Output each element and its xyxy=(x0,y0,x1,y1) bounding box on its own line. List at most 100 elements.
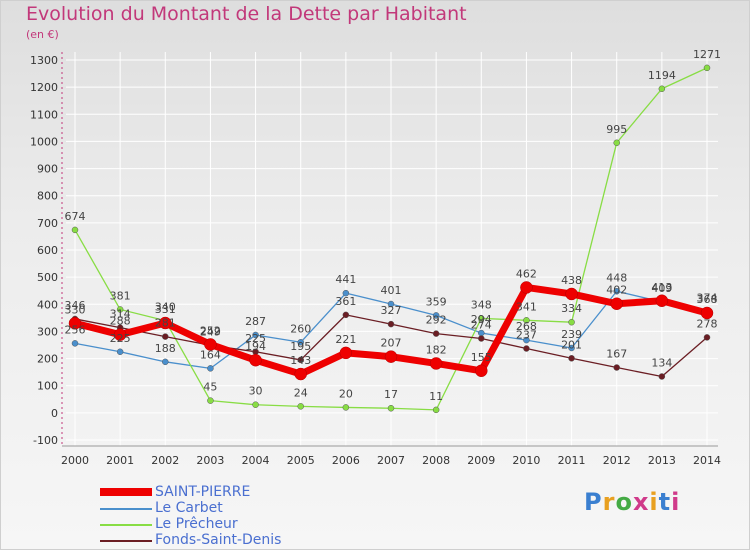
data-point xyxy=(703,334,711,341)
data-label: 155 xyxy=(471,351,492,364)
data-label: 402 xyxy=(606,284,627,297)
data-point xyxy=(523,317,530,324)
x-tick-label: 2013 xyxy=(648,454,676,467)
data-point xyxy=(432,406,440,414)
y-tick-label: 1200 xyxy=(30,81,58,94)
x-tick-label: 2008 xyxy=(422,454,450,467)
data-label: 237 xyxy=(516,329,537,342)
data-point xyxy=(613,288,620,295)
data-label: 401 xyxy=(381,284,402,297)
data-label: 341 xyxy=(516,300,537,313)
data-label: 249 xyxy=(200,325,221,338)
data-label: 225 xyxy=(110,332,131,345)
x-tick-label: 2007 xyxy=(377,454,405,467)
data-point xyxy=(387,320,395,328)
data-point xyxy=(116,348,124,356)
y-tick-label: 300 xyxy=(37,325,58,338)
data-label: 225 xyxy=(245,332,266,345)
data-label: 1271 xyxy=(693,48,721,61)
data-point xyxy=(162,358,169,366)
data-label: 374 xyxy=(697,291,718,304)
data-point xyxy=(658,373,666,380)
data-label: 167 xyxy=(606,348,627,361)
data-point xyxy=(116,306,124,313)
data-label: 381 xyxy=(110,289,131,302)
legend-swatch xyxy=(100,524,152,526)
data-label: 256 xyxy=(65,323,86,336)
data-label: 24 xyxy=(294,386,308,399)
x-tick-label: 2009 xyxy=(467,454,495,467)
data-point xyxy=(342,289,350,297)
data-label: 348 xyxy=(471,298,492,311)
data-label: 331 xyxy=(155,303,176,316)
data-label: 281 xyxy=(155,317,176,330)
legend-label: Le Carbet xyxy=(155,500,223,516)
y-tick-label: 0 xyxy=(51,407,58,420)
x-tick-label: 2002 xyxy=(151,454,179,467)
x-tick-label: 2006 xyxy=(332,454,360,467)
data-label: 327 xyxy=(381,304,402,317)
data-label: 30 xyxy=(249,385,263,398)
data-point xyxy=(520,281,533,294)
x-tick-label: 2011 xyxy=(558,454,586,467)
data-point xyxy=(613,364,620,371)
data-label: 17 xyxy=(384,388,398,401)
data-point xyxy=(658,85,666,93)
y-tick-label: 1000 xyxy=(30,135,58,148)
data-label: 340 xyxy=(155,301,176,314)
data-label: 221 xyxy=(335,333,356,346)
y-tick-label: 1100 xyxy=(30,108,58,121)
data-point xyxy=(297,339,304,346)
data-point xyxy=(429,357,443,370)
y-tick-label: 900 xyxy=(37,163,58,176)
x-tick-label: 2014 xyxy=(693,454,721,467)
data-label: 20 xyxy=(339,387,353,400)
legend-label: SAINT-PIERRE xyxy=(155,484,251,500)
data-label: 278 xyxy=(697,317,718,330)
y-tick-label: 100 xyxy=(37,380,58,393)
legend-swatch xyxy=(100,508,152,510)
data-label: 45 xyxy=(203,381,217,394)
data-label: 201 xyxy=(561,338,582,351)
data-point xyxy=(568,318,575,326)
data-point xyxy=(613,139,620,147)
data-label: 1194 xyxy=(648,69,676,82)
data-point xyxy=(297,356,304,364)
proxiti-logo: Proxiti xyxy=(584,488,681,516)
data-label: 359 xyxy=(426,295,447,308)
data-point xyxy=(475,364,488,378)
legend-label: Fonds-Saint-Denis xyxy=(155,532,282,548)
data-label: 995 xyxy=(606,123,627,136)
data-point xyxy=(432,330,440,337)
data-point xyxy=(342,404,350,411)
y-tick-label: 200 xyxy=(37,353,58,366)
data-label: 287 xyxy=(245,315,266,328)
y-tick-label: 800 xyxy=(37,190,58,203)
data-label: 252 xyxy=(200,324,221,337)
y-tick-label: 700 xyxy=(37,217,58,230)
data-point xyxy=(113,328,127,341)
data-label: 674 xyxy=(65,210,86,223)
data-label: 330 xyxy=(65,303,86,316)
data-point xyxy=(655,294,669,308)
data-point xyxy=(71,226,79,234)
data-label: 207 xyxy=(381,337,402,350)
y-tick-label: 400 xyxy=(37,298,58,311)
data-label: 195 xyxy=(290,340,311,353)
chart-title: Evolution du Montant de la Dette par Hab… xyxy=(26,3,467,25)
data-label: 194 xyxy=(245,340,266,353)
data-point xyxy=(204,338,217,351)
data-point xyxy=(159,316,172,330)
data-point xyxy=(384,350,398,363)
data-point xyxy=(478,315,485,322)
x-tick-label: 2001 xyxy=(106,454,134,467)
data-label: 188 xyxy=(155,342,176,355)
data-point xyxy=(432,312,440,319)
unit-label: (en €) xyxy=(26,28,59,41)
data-label: 368 xyxy=(697,293,718,306)
data-point xyxy=(342,311,350,319)
data-label: 438 xyxy=(561,274,582,287)
data-point xyxy=(387,404,395,412)
